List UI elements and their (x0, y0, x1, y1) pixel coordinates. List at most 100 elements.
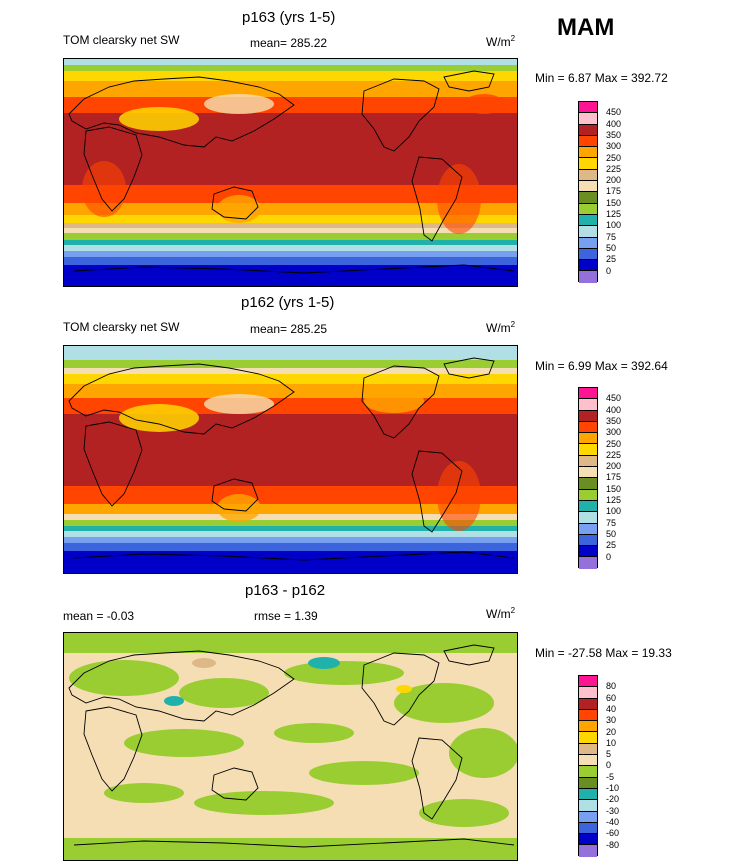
panel1-title: p163 (yrs 1-5) (242, 9, 336, 26)
panel1-colorbar-swatch (579, 124, 597, 136)
colorbar-tick-label: 25 (606, 254, 617, 265)
colorbar-tick-label: 100 (606, 220, 622, 231)
panel2-colorbar (578, 387, 598, 569)
panel1-colorbar-swatch (579, 248, 597, 261)
panel2-mean: mean= 285.25 (250, 322, 328, 336)
panel1-colorbar-swatch (579, 271, 597, 283)
colorbar-tick-label: 50 (606, 528, 617, 539)
colorbar-tick-label: 150 (606, 483, 622, 494)
colorbar-tick-label: -60 (606, 828, 620, 839)
panel1-units: W/m2 (486, 34, 516, 49)
colorbar-tick-label: 25 (606, 540, 617, 551)
panel2-colorbar-swatch (579, 410, 597, 422)
panel3-rmse: rmse = 1.39 (254, 609, 318, 623)
panel2-colorbar-swatch (579, 421, 597, 434)
panel3-colorbar-swatch (579, 788, 597, 801)
panel1-colorbar-swatch (579, 113, 597, 125)
panel1-mean: mean= 285.22 (250, 36, 328, 50)
panel3-colorbar-swatch (579, 709, 597, 722)
panel1-minmax: Min = 6.87 Max = 392.72 (535, 71, 668, 85)
colorbar-tick-label: 175 (606, 472, 622, 483)
panel1-colorbar-swatch (579, 203, 597, 215)
panel3-colorbar-swatch (579, 845, 597, 857)
colorbar-tick-label: 450 (606, 107, 622, 118)
panel1-colorbar-swatch (579, 102, 597, 114)
colorbar-tick-label: 80 (606, 681, 617, 692)
panel2-colorbar-swatch (579, 399, 597, 411)
panel2-colorbar-swatch (579, 489, 597, 501)
colorbar-tick-label: 450 (606, 393, 622, 404)
panel3-colorbar-swatch (579, 755, 597, 767)
colorbar-tick-label: 200 (606, 175, 622, 186)
panel2-colorbar-swatch (579, 467, 597, 479)
panel2-colorbar-swatch (579, 478, 597, 490)
panel1-colorbar-swatch (579, 169, 597, 182)
panel3-colorbar-swatch (579, 766, 597, 778)
panel2-field (64, 346, 517, 573)
colorbar-tick-label: 400 (606, 118, 622, 129)
panel3-colorbar-swatch (579, 800, 597, 812)
colorbar-tick-label: -40 (606, 816, 620, 827)
colorbar-tick-label: 75 (606, 517, 617, 528)
colorbar-tick-label: 50 (606, 242, 617, 253)
colorbar-tick-label: 40 (606, 703, 617, 714)
panel3-field (64, 633, 517, 860)
panel3-colorbar-swatch (579, 676, 597, 688)
panel2-colorbar-swatch (579, 512, 597, 524)
colorbar-tick-label: -80 (606, 839, 620, 850)
colorbar-tick-label: 250 (606, 438, 622, 449)
panel1-colorbar-swatch (579, 237, 597, 249)
colorbar-tick-label: 350 (606, 129, 622, 140)
colorbar-tick-label: 400 (606, 404, 622, 415)
colorbar-tick-label: 125 (606, 495, 622, 505)
panel1-colorbar-swatch (579, 181, 597, 193)
panel3-title: p163 - p162 (245, 582, 326, 599)
panel3-colorbar-swatch (579, 698, 597, 710)
panel3-colorbar-swatch (579, 834, 597, 846)
panel2-colorbar-swatch (579, 388, 597, 400)
panel3-colorbar (578, 675, 598, 857)
panel3-colorbar-swatch (579, 811, 597, 823)
panel1-colorbar-swatch (579, 260, 597, 272)
panel2-colorbar-swatch (579, 557, 597, 569)
colorbar-tick-label: 0 (606, 760, 612, 771)
panel2-title: p162 (yrs 1-5) (241, 294, 335, 311)
panel1-colorbar-swatch (579, 214, 597, 227)
colorbar-tick-label: 60 (606, 692, 617, 703)
panel2-units: W/m2 (486, 320, 516, 335)
colorbar-tick-label: 300 (606, 141, 622, 152)
colorbar-tick-label: 20 (606, 726, 617, 737)
panel3-map (63, 632, 518, 861)
panel2-colorbar-swatch (579, 523, 597, 535)
panel2-colorbar-swatch (579, 534, 597, 547)
colorbar-tick-label: 175 (606, 186, 622, 197)
colorbar-tick-label: -5 (606, 771, 615, 782)
panel1-colorbar-swatch (579, 135, 597, 148)
panel1-colorbar-swatch (579, 158, 597, 170)
panel1-field (64, 59, 517, 286)
panel3-colorbar-swatch (579, 743, 597, 756)
panel3-colorbar-swatch (579, 721, 597, 733)
panel2-minmax: Min = 6.99 Max = 392.64 (535, 359, 668, 373)
colorbar-tick-label: 125 (606, 209, 622, 219)
panel1-colorbar-swatch (579, 147, 597, 159)
panel1-map (63, 58, 518, 287)
panel3-mean: mean = -0.03 (63, 609, 135, 623)
season-label: MAM (557, 14, 615, 41)
colorbar-tick-label: 200 (606, 461, 622, 472)
panel2-map (63, 345, 518, 574)
colorbar-tick-label: 150 (606, 197, 622, 208)
panel3-minmax: Min = -27.58 Max = 19.33 (535, 646, 672, 660)
colorbar-tick-label: 300 (606, 427, 622, 438)
panel3-colorbar-swatch (579, 687, 597, 699)
colorbar-tick-label: -30 (606, 805, 620, 816)
panel3-colorbar-swatch (579, 777, 597, 789)
panel3-units: W/m2 (486, 606, 516, 621)
colorbar-tick-label: 225 (606, 163, 622, 174)
panel2-colorbar-swatch (579, 455, 597, 468)
panel3-colorbar-swatch (579, 822, 597, 835)
colorbar-tick-label: 100 (606, 506, 622, 517)
panel1-variable: TOM clearsky net SW (63, 33, 180, 47)
panel2-colorbar-swatch (579, 500, 597, 513)
colorbar-tick-label: 30 (606, 715, 617, 726)
